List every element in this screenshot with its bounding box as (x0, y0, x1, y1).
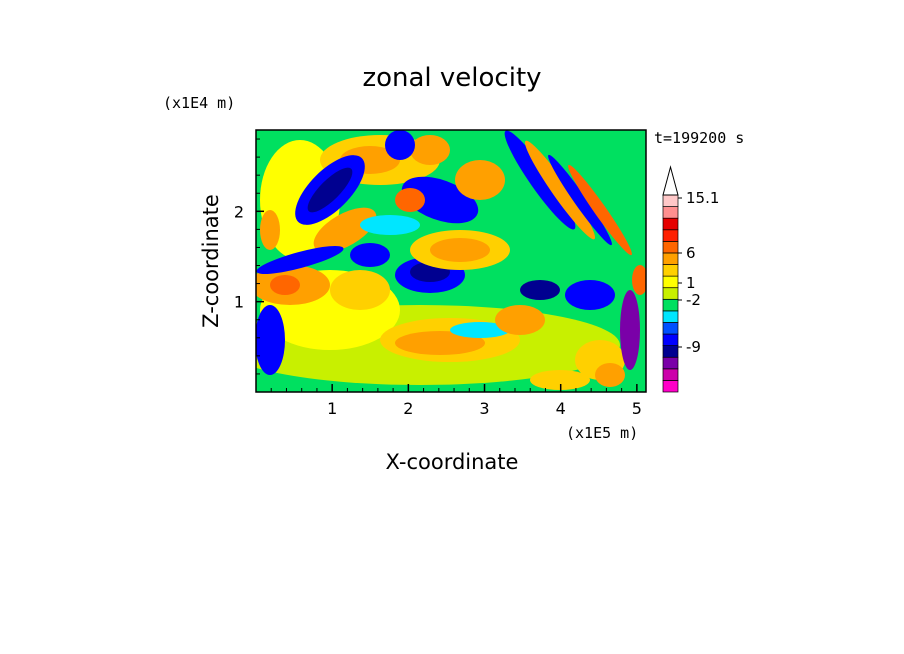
x-tick-label: 1 (327, 399, 337, 418)
colorbar-label: 15.1 (686, 189, 719, 207)
velocity-field (256, 130, 646, 392)
colorbar-segment (662, 322, 679, 335)
x-tick-label: 2 (403, 399, 413, 418)
colorbar-segment (662, 356, 679, 370)
colorbar-segment (662, 368, 679, 381)
colorbar-segment (662, 298, 679, 312)
y-axis-label: Z-coordinate (199, 194, 223, 328)
colorbar-segment (662, 252, 679, 265)
colorbar-segment (662, 229, 679, 242)
colorbar-label: -2 (686, 291, 701, 309)
colorbar-segment (662, 380, 679, 393)
colorbar-segment (662, 206, 679, 219)
y-scale-label: (x1E4 m) (163, 94, 235, 112)
plot-frame (255, 129, 647, 393)
colorbar-segment (662, 241, 679, 254)
colorbar-segment (662, 345, 679, 358)
colorbar-segment (662, 194, 679, 207)
time-label: t=199200 s (654, 129, 744, 147)
x-tick-label: 4 (556, 399, 566, 418)
colorbar-extend-arrow (662, 165, 679, 196)
colorbar-segment (662, 264, 679, 277)
x-tick-label: 3 (479, 399, 489, 418)
y-tick-label: 2 (234, 202, 244, 221)
colorbar-label: -9 (686, 338, 701, 356)
x-tick-label: 5 (632, 399, 642, 418)
colorbar-segment (662, 333, 679, 346)
x-axis-label: X-coordinate (386, 450, 519, 474)
chart-title: zonal velocity (362, 63, 541, 93)
y-axis: 12 (234, 138, 264, 375)
colorbar-segment (662, 310, 679, 323)
colorbar-segment (662, 287, 679, 300)
x-scale-label: (x1E5 m) (566, 424, 638, 442)
colorbar-label: 1 (686, 274, 696, 292)
colorbar-segment (662, 217, 679, 231)
x-axis: 1 2 3 4 5 (270, 384, 642, 418)
colorbar-label: 6 (686, 244, 696, 262)
colorbar: 15.1 6 1-2 -9 (662, 165, 719, 393)
colorbar-segment (662, 275, 679, 289)
y-tick-label: 1 (234, 293, 244, 312)
